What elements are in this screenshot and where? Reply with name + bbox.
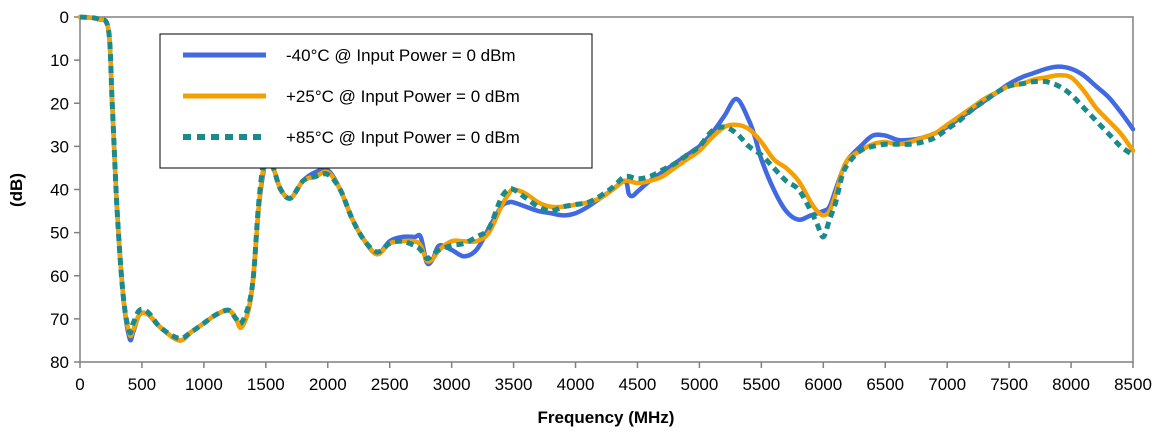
- y-tick-label: 50: [50, 224, 69, 243]
- x-tick-label: 7500: [990, 375, 1028, 394]
- x-tick-label: 0: [75, 375, 84, 394]
- y-tick-label: 70: [50, 310, 69, 329]
- y-tick-label: 40: [50, 181, 69, 200]
- x-tick-label: 5000: [680, 375, 718, 394]
- x-tick-label: 3500: [495, 375, 533, 394]
- x-tick-label: 1000: [185, 375, 223, 394]
- x-tick-label: 7000: [928, 375, 966, 394]
- y-axis-title: (dB): [7, 173, 26, 207]
- x-tick-label: 6000: [804, 375, 842, 394]
- x-tick-label: 3000: [433, 375, 471, 394]
- y-tick-label: 80: [50, 353, 69, 372]
- x-tick-label: 2000: [309, 375, 347, 394]
- x-tick-label: 500: [128, 375, 156, 394]
- series-layer: [77, 14, 1136, 343]
- x-tick-label: 8000: [1052, 375, 1090, 394]
- x-tick-label: 2500: [371, 375, 409, 394]
- y-tick-label: 60: [50, 267, 69, 286]
- series-line-2: [79, 14, 1135, 341]
- legend-label-1: +25°C @ Input Power = 0 dBm: [286, 87, 520, 106]
- legend-label-0: -40°C @ Input Power = 0 dBm: [286, 46, 516, 65]
- x-tick-label: 6500: [866, 375, 904, 394]
- x-axis-title: Frequency (MHz): [538, 408, 675, 427]
- x-axis: 0 500 1000 1500 2000 2500 3000 3500 4000 4500 5000…: [75, 362, 1152, 394]
- y-tick-label: 0: [60, 8, 69, 27]
- legend-label-2: +85°C @ Input Power = 0 dBm: [286, 128, 520, 147]
- y-tick-label: 20: [50, 94, 69, 113]
- y-tick-label: 30: [50, 137, 69, 156]
- x-tick-label: 1500: [247, 375, 285, 394]
- x-tick-label: 4500: [619, 375, 657, 394]
- legend: -40°C @ Input Power = 0 dBm +25°C @ Inpu…: [159, 33, 593, 169]
- y-axis: 0 10 20 30 40 50 60 70 80: [50, 8, 80, 372]
- x-tick-label: 4000: [557, 375, 595, 394]
- y-tick-label: 10: [50, 51, 69, 70]
- x-tick-label: 8500: [1114, 375, 1152, 394]
- x-tick-label: 5500: [742, 375, 780, 394]
